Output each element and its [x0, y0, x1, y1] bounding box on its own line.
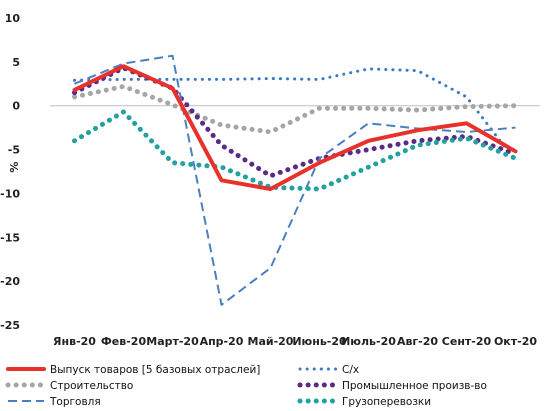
- x-tick-label: Май-20: [248, 335, 294, 348]
- series-lines: [72, 54, 518, 306]
- series-line-1: [73, 67, 517, 163]
- series-line-2: [72, 83, 518, 135]
- legend-item: С/х: [298, 364, 359, 376]
- x-tick-label: Окт-20: [494, 335, 537, 348]
- x-tick-label: Апр-20: [200, 335, 244, 348]
- series-line-0: [72, 64, 518, 191]
- legend-item: Грузоперевозки: [297, 396, 431, 408]
- y-tick-label: 5: [12, 56, 20, 69]
- legend-label: Выпуск товаров [5 базовых отраслей]: [50, 364, 260, 376]
- y-tick-label: -5: [8, 144, 20, 157]
- y-tick-label: 10: [5, 12, 21, 25]
- y-axis-label: %: [8, 162, 21, 173]
- legend-item: Выпуск товаров [5 базовых отраслей]: [6, 364, 260, 376]
- series-line-4: [74, 54, 516, 306]
- y-tick-label: 0: [12, 100, 20, 113]
- y-tick-label: -10: [0, 187, 20, 200]
- x-tick-label: Авг-20: [397, 335, 438, 348]
- legend-item: Торговля: [8, 396, 101, 408]
- x-tick-label: Июнь-20: [292, 335, 347, 348]
- legend-label: Строительство: [50, 380, 133, 392]
- y-tick-label: -15: [0, 231, 20, 244]
- legend: Выпуск товаров [5 базовых отраслей] С/х Ст…: [5, 364, 487, 408]
- legend-label: Промышленное произв-во: [342, 380, 487, 392]
- x-tick-label: Март-20: [146, 335, 199, 348]
- series-line-5: [72, 109, 518, 192]
- y-tick-label: -20: [0, 275, 20, 288]
- series-line-3: [72, 65, 518, 179]
- legend-label: Грузоперевозки: [342, 396, 431, 408]
- legend-item: Промышленное произв-во: [297, 380, 487, 392]
- legend-item: Строительство: [5, 380, 133, 392]
- legend-label: Торговля: [49, 396, 101, 408]
- legend-label: С/х: [342, 364, 359, 376]
- x-tick-label: Июль-20: [341, 335, 396, 348]
- x-tick-label: Фев-20: [101, 335, 147, 348]
- x-tick-label: Сент-20: [442, 335, 492, 348]
- x-tick-label: Янв-20: [53, 335, 96, 348]
- y-axis: 10 5 0 -5 -10 -15 -20 -25: [0, 12, 20, 332]
- y-tick-label: -25: [0, 319, 20, 332]
- x-axis: Янв-20 Фев-20 Март-20 Апр-20 Май-20Июнь-20Ию…: [53, 335, 537, 348]
